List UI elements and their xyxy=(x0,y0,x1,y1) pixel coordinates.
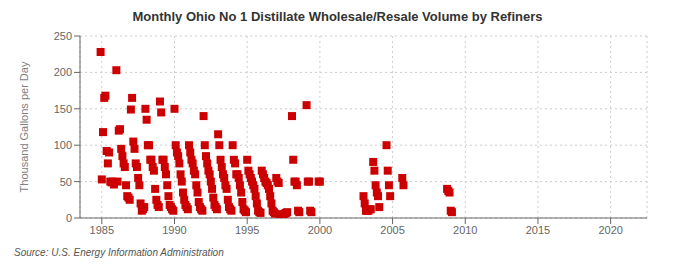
svg-text:2000: 2000 xyxy=(308,224,332,236)
svg-text:200: 200 xyxy=(54,66,72,78)
svg-text:1995: 1995 xyxy=(235,224,259,236)
svg-text:1985: 1985 xyxy=(90,224,114,236)
svg-text:150: 150 xyxy=(54,103,72,115)
svg-text:Thousand Gallons per Day: Thousand Gallons per Day xyxy=(18,61,30,192)
html-text:Monthly Ohio No 1 Distillate W: Monthly Ohio No 1 Distillate Wholesale/R… xyxy=(132,9,543,24)
svg-text:2010: 2010 xyxy=(453,224,477,236)
svg-text:0: 0 xyxy=(66,212,72,224)
svg-text:1990: 1990 xyxy=(162,224,186,236)
svg-text:2015: 2015 xyxy=(526,224,550,236)
svg-text:2005: 2005 xyxy=(380,224,404,236)
svg-text:250: 250 xyxy=(54,30,72,42)
html-text:Source: U.S. Energy Informatio: Source: U.S. Energy Information Administ… xyxy=(14,247,224,258)
svg-text:100: 100 xyxy=(54,139,72,151)
svg-text:2020: 2020 xyxy=(598,224,622,236)
svg-text:50: 50 xyxy=(60,176,72,188)
